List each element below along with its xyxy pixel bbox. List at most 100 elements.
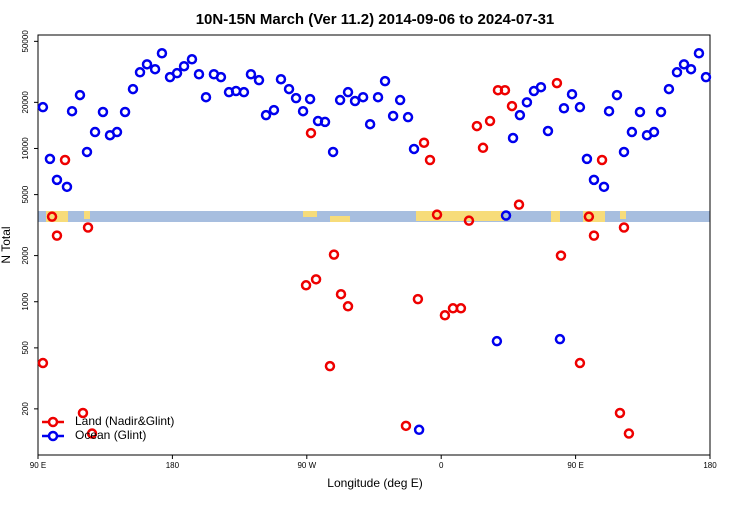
data-point: [521, 97, 533, 108]
data-point: [400, 420, 412, 432]
data-point: [554, 333, 566, 345]
data-point: [484, 115, 496, 127]
data-point: [149, 63, 161, 75]
y-tick-label: 10000: [21, 137, 30, 160]
data-point: [618, 222, 630, 233]
y-tick-label: 2000: [21, 246, 30, 264]
data-point: [51, 230, 63, 241]
x-tick-label: 90 E: [567, 461, 583, 470]
data-point: [119, 106, 131, 118]
data-point: [513, 199, 525, 210]
legend-label: Ocean (Glint): [75, 428, 146, 442]
data-point: [574, 357, 586, 369]
data-point: [283, 83, 295, 95]
data-point: [603, 105, 615, 117]
legend-marker: [47, 416, 59, 428]
data-point: [215, 71, 227, 83]
data-point: [413, 424, 425, 436]
data-point: [357, 91, 369, 103]
data-point: [141, 59, 153, 70]
data-point: [618, 146, 630, 158]
data-point: [335, 288, 347, 300]
data-point: [334, 94, 346, 106]
data-point: [349, 95, 361, 107]
data-point: [611, 89, 623, 101]
data-point: [588, 174, 600, 186]
chart-title: 10N-15N March (Ver 11.2) 2014-09-06 to 2…: [196, 11, 555, 28]
data-point: [700, 71, 712, 83]
data-point: [542, 125, 554, 137]
data-point: [379, 75, 391, 87]
data-point: [171, 67, 183, 79]
data-point: [463, 215, 475, 226]
data-point: [342, 301, 354, 312]
data-point: [328, 249, 340, 260]
x-axis-label: Longitude (deg E): [327, 476, 422, 490]
data-point: [66, 105, 78, 117]
x-tick-label: 90 W: [297, 461, 316, 470]
data-point: [81, 146, 93, 158]
data-point: [655, 106, 667, 118]
data-point: [499, 84, 511, 96]
y-tick-label: 200: [21, 402, 30, 416]
data-point: [290, 92, 302, 104]
data-point: [364, 118, 376, 130]
data-point: [372, 91, 384, 103]
data-point: [455, 303, 467, 314]
data-point: [111, 126, 123, 138]
data-point: [623, 428, 635, 439]
data-point: [439, 310, 451, 321]
data-point: [693, 48, 705, 59]
data-point: [685, 63, 697, 75]
data-point: [61, 181, 73, 193]
data-point: [583, 211, 595, 222]
data-point: [558, 102, 570, 114]
data-point: [588, 230, 600, 241]
data-point: [648, 126, 660, 138]
data-point: [402, 111, 414, 123]
y-tick-label: 5000: [21, 185, 30, 203]
y-tick-label: 20000: [21, 91, 30, 114]
data-point: [412, 293, 424, 305]
data-point: [304, 93, 316, 105]
y-tick-label: 50000: [21, 30, 30, 53]
data-point: [431, 209, 443, 220]
data-point: [506, 100, 518, 112]
data-point: [37, 101, 49, 113]
data-point: [134, 67, 146, 78]
y-tick-label: 1000: [21, 292, 30, 310]
data-point: [156, 48, 168, 59]
map-strip: [38, 211, 710, 222]
data-point: [671, 67, 683, 78]
data-point: [471, 120, 483, 132]
data-point: [86, 428, 98, 439]
data-point: [245, 68, 257, 80]
data-point: [305, 127, 317, 139]
data-point: [551, 77, 563, 89]
legend-label: Land (Nadir&Glint): [75, 414, 174, 428]
data-point: [634, 106, 646, 118]
data-point: [77, 407, 89, 419]
data-point: [74, 89, 86, 101]
data-point: [89, 126, 101, 138]
data-point: [310, 274, 322, 285]
data-point: [626, 126, 638, 138]
legend-marker: [47, 430, 59, 442]
y-tick-label: 500: [21, 341, 30, 355]
data-point: [418, 137, 430, 148]
data-point: [491, 335, 503, 347]
data-point: [193, 68, 205, 80]
data-point: [300, 280, 312, 291]
x-tick-label: 180: [703, 461, 717, 470]
data-point: [598, 181, 610, 193]
data-point: [566, 88, 578, 100]
data-point: [46, 211, 58, 222]
data-point: [596, 154, 608, 166]
data-point: [387, 110, 399, 122]
data-point: [51, 174, 63, 186]
y-axis-label: N Total: [0, 226, 13, 263]
data-point: [614, 407, 626, 419]
data-point: [59, 154, 71, 166]
data-point: [253, 74, 265, 86]
